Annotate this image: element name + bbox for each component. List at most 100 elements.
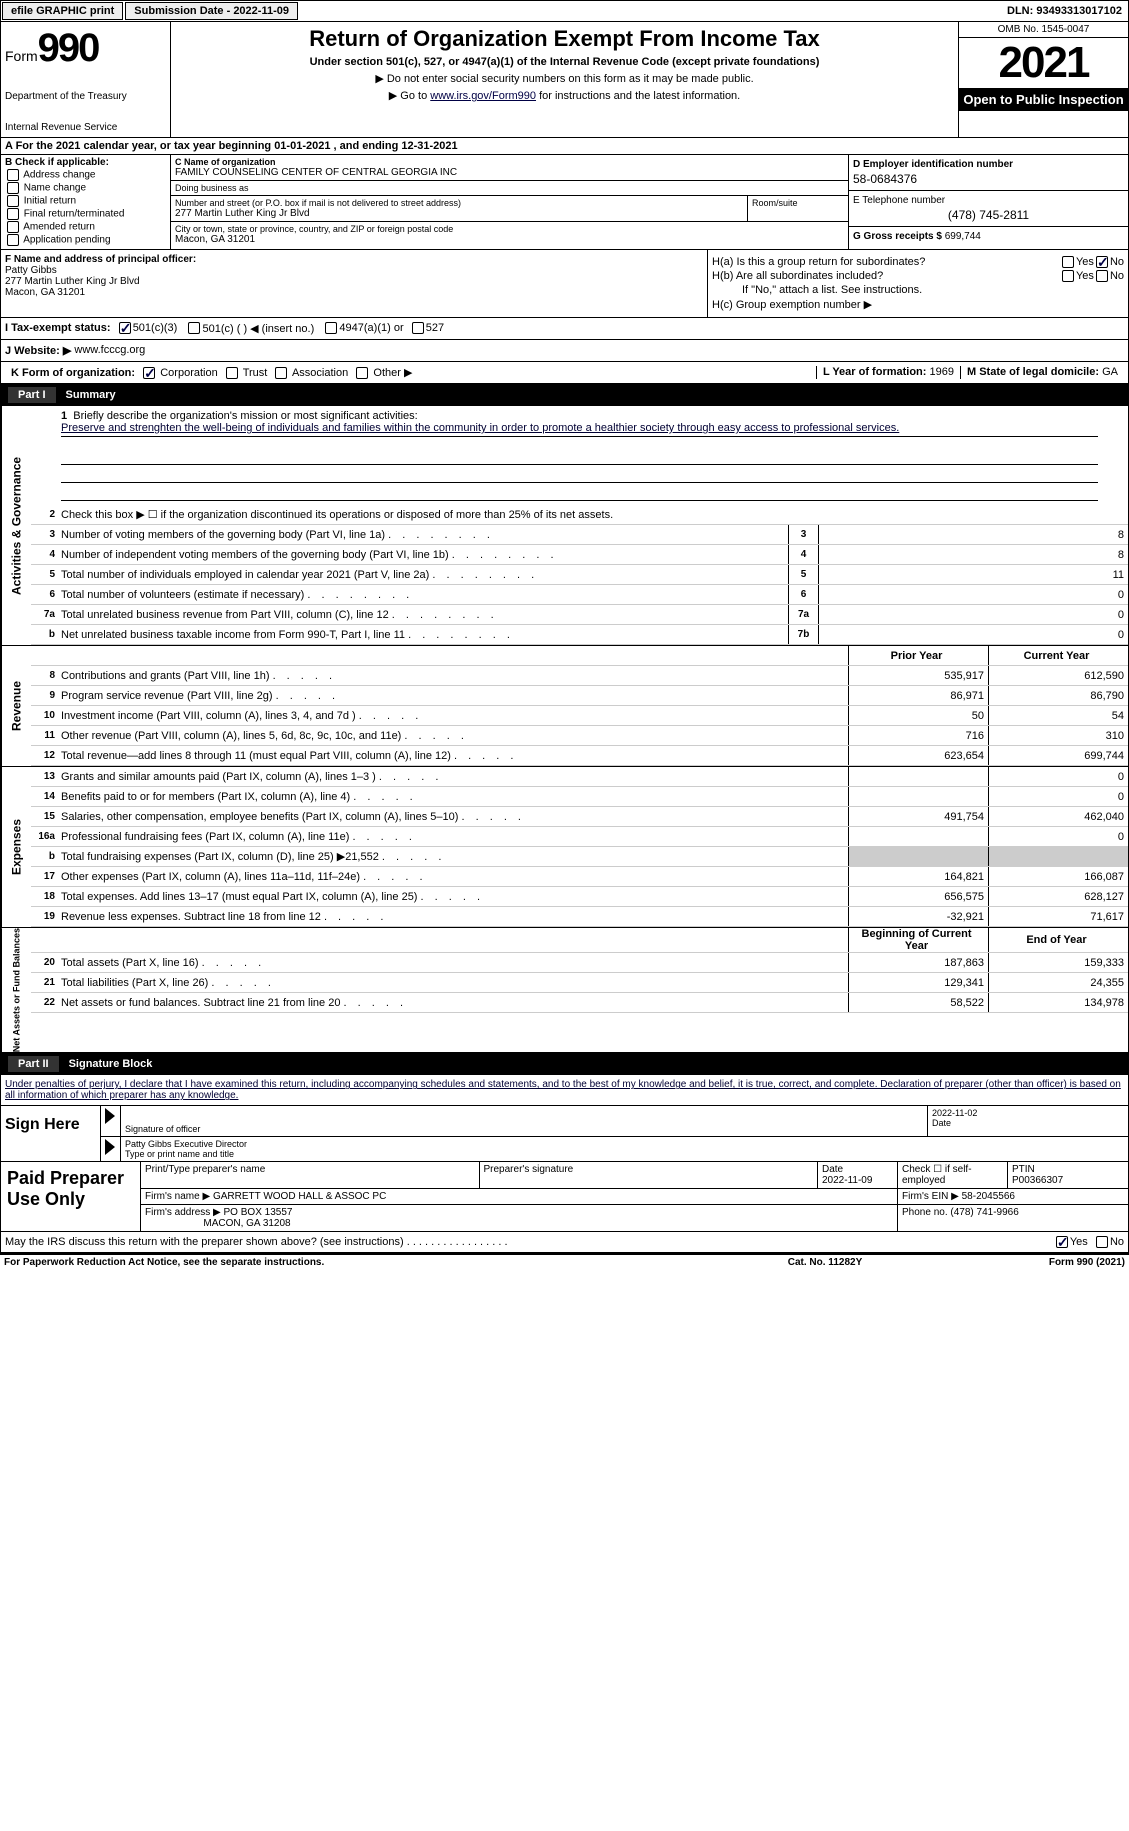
no-label-2: No [1110,270,1124,282]
mission-text[interactable]: Preserve and strenghten the well-being o… [61,422,1098,437]
summary-line: 18Total expenses. Add lines 13–17 (must … [31,887,1128,907]
hb-yes-checkbox[interactable] [1062,270,1074,282]
website-row: J Website: ▶ www.fcccg.org [0,340,1129,362]
firm-name: GARRETT WOOD HALL & ASSOC PC [213,1191,386,1202]
column-d: D Employer identification number 58-0684… [848,155,1128,249]
column-b: B Check if applicable: Address change Na… [1,155,171,249]
opt-other: Other ▶ [373,367,412,379]
ha-yes-checkbox[interactable] [1062,256,1074,268]
self-employed-check: Check ☐ if self-employed [898,1162,1008,1188]
header-right: OMB No. 1545-0047 2021 Open to Public In… [958,22,1128,137]
print-preparer-label: Print/Type preparer's name [141,1162,480,1188]
j-label: J Website: ▶ [5,344,71,357]
pdate-label: Date [822,1164,843,1175]
dept-irs: Internal Revenue Service [5,122,166,133]
summary-governance: Activities & Governance 1 Briefly descri… [0,406,1129,646]
year-formation: 1969 [930,366,954,378]
hb-no-checkbox[interactable] [1096,270,1108,282]
hdr-end: End of Year [988,928,1128,952]
discuss-yes: Yes [1070,1236,1088,1248]
l-label: L Year of formation: [823,366,927,378]
note-link: ▶ Go to www.irs.gov/Form990 for instruct… [175,89,954,102]
open-inspection: Open to Public Inspection [959,88,1128,111]
m-label: M State of legal domicile: [967,366,1099,378]
opt-trust: Trust [243,367,268,379]
vbar-expenses: Expenses [1,767,31,927]
applicable-checkbox[interactable] [7,195,19,207]
sign-here-block: Sign Here Signature of officer 2022-11-0… [0,1106,1129,1162]
applicable-checkbox[interactable] [7,182,19,194]
dln-label: DLN: 93493313017102 [1001,3,1128,19]
note-ssn: ▶ Do not enter social security numbers o… [175,72,954,85]
hb-label: H(b) Are all subordinates included? [712,270,1060,282]
summary-line: 11Other revenue (Part VIII, column (A), … [31,726,1128,746]
h-section: H(a) Is this a group return for subordin… [708,250,1128,317]
room-label: Room/suite [752,198,844,208]
501c3-checkbox[interactable] [119,322,131,334]
checkbox-line: Final return/terminated [5,208,166,220]
page-footer: For Paperwork Reduction Act Notice, see … [0,1253,1129,1270]
org-name: FAMILY COUNSELING CENTER OF CENTRAL GEOR… [175,167,844,178]
gross-value: 699,744 [945,231,981,242]
assoc-checkbox[interactable] [275,367,287,379]
irs-link[interactable]: www.irs.gov/Form990 [430,90,536,102]
summary-line: 16aProfessional fundraising fees (Part I… [31,827,1128,847]
part2-title: Signature Block [69,1058,153,1070]
dba-label: Doing business as [175,183,844,193]
k-label: K Form of organization: [11,367,135,379]
ein-value: 58-0684376 [853,172,1124,186]
checkbox-line: Initial return [5,195,166,207]
officer-addr1: 277 Martin Luther King Jr Blvd [5,276,703,287]
blank-line [61,447,1098,465]
checkbox-line: Address change [5,169,166,181]
527-checkbox[interactable] [412,322,424,334]
summary-line: 6Total number of volunteers (estimate if… [31,585,1128,605]
discuss-text: May the IRS discuss this return with the… [5,1236,1054,1248]
cat-no: Cat. No. 11282Y [725,1257,925,1268]
yes-label-2: Yes [1076,270,1094,282]
firm-addr1: PO BOX 13557 [224,1207,293,1218]
501c-checkbox[interactable] [188,322,200,334]
form-title: Return of Organization Exempt From Incom… [175,26,954,52]
form-page: Form 990 (2021) [925,1257,1125,1268]
org-name-label: C Name of organization [175,157,844,167]
header-center: Return of Organization Exempt From Incom… [171,22,958,137]
discuss-yes-checkbox[interactable] [1056,1236,1068,1248]
officer-addr2: Macon, GA 31201 [5,287,703,298]
applicable-checkbox[interactable] [7,234,19,246]
principal-officer: F Name and address of principal officer:… [1,250,708,317]
trust-checkbox[interactable] [226,367,238,379]
firm-addr2: MACON, GA 31208 [203,1218,290,1229]
summary-line: 9Program service revenue (Part VIII, lin… [31,686,1128,706]
tel-value: (478) 745-2811 [853,208,1124,222]
ptin-label: PTIN [1012,1164,1035,1175]
arrow-icon [105,1139,115,1155]
4947-checkbox[interactable] [325,322,337,334]
part2-header: Part II Signature Block [0,1053,1129,1075]
officer-printed-name: Patty Gibbs Executive Director [125,1139,1124,1149]
discuss-no-checkbox[interactable] [1096,1236,1108,1248]
declaration-text: Under penalties of perjury, I declare th… [5,1079,1121,1101]
other-checkbox[interactable] [356,367,368,379]
ha-no-checkbox[interactable] [1096,256,1108,268]
f-label: F Name and address of principal officer: [5,254,703,265]
summary-line: 4Number of independent voting members of… [31,545,1128,565]
submission-date-button[interactable]: Submission Date - 2022-11-09 [125,2,298,20]
form-number: 990 [38,26,99,71]
ha-label: H(a) Is this a group return for subordin… [712,256,1060,268]
corp-checkbox[interactable] [143,367,155,379]
phone-label: Phone no. [902,1207,948,1218]
summary-line: 20Total assets (Part X, line 16) . . . .… [31,953,1128,973]
street-label: Number and street (or P.O. box if mail i… [175,198,743,208]
hdr-beginning: Beginning of Current Year [848,928,988,952]
summary-revenue: Revenue Prior YearCurrent Year 8Contribu… [0,646,1129,767]
ein-label: D Employer identification number [853,159,1124,170]
applicable-checkbox[interactable] [7,221,19,233]
efile-button[interactable]: efile GRAPHIC print [2,2,123,20]
summary-line: 21Total liabilities (Part X, line 26) . … [31,973,1128,993]
applicable-checkbox[interactable] [7,208,19,220]
summary-line: 3Number of voting members of the governi… [31,525,1128,545]
applicable-checkbox[interactable] [7,169,19,181]
checkbox-line: Application pending [5,234,166,246]
sig-officer-label: Signature of officer [121,1106,928,1136]
